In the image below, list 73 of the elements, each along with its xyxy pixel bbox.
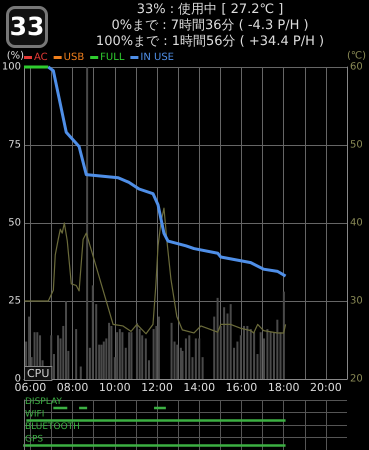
bar <box>253 332 256 379</box>
x-tick-label: 12:00 <box>141 381 173 394</box>
x-tick-label: 20:00 <box>310 381 342 394</box>
text: 0%まで : 7時間36分 ( -4.3 P/H ) <box>110 18 310 34</box>
bar <box>23 444 286 447</box>
chart-title: 33% : 使用中 [ 27.2℃ ] <box>136 2 284 18</box>
bar <box>80 366 82 379</box>
legend-label: FULL <box>100 52 125 63</box>
bar <box>116 332 118 379</box>
x-tick-label: 16:00 <box>226 381 258 394</box>
bar <box>154 406 166 410</box>
y2-tick-label: 50 <box>350 140 363 150</box>
bar <box>136 322 138 379</box>
y-axis-title: (%) <box>6 50 24 62</box>
y2-tick-label: 40 <box>350 218 363 228</box>
x-tick-label: 08:00 <box>56 381 88 394</box>
bar <box>198 338 200 379</box>
line-series <box>46 66 288 278</box>
bar <box>102 342 105 379</box>
bar <box>246 326 248 379</box>
bar <box>276 320 278 379</box>
bar <box>128 332 130 379</box>
bar <box>53 406 68 410</box>
bar <box>86 67 88 379</box>
bar <box>260 332 262 379</box>
bar <box>266 329 268 379</box>
bar <box>130 332 132 379</box>
line-series <box>24 208 286 334</box>
text: 100%まで : 1時間56分 ( +34.4 P/H ) <box>94 34 326 50</box>
bar <box>270 332 272 379</box>
bar <box>223 307 226 379</box>
y2-axis-title: (℃) <box>347 50 366 62</box>
bar <box>118 329 121 379</box>
y-tick-label: GPS <box>25 434 44 444</box>
x-tick-label: 10:00 <box>98 381 131 394</box>
x-tick-label: 14:00 <box>183 381 216 394</box>
y2-tick-label: 20 <box>350 374 363 384</box>
bar <box>75 329 78 379</box>
bar <box>250 329 252 379</box>
y-tick-label: DISPLAY <box>25 396 62 407</box>
bar <box>194 338 197 379</box>
legend-label: IN USE <box>140 52 174 63</box>
bar <box>230 304 232 379</box>
bar <box>176 344 178 379</box>
bar <box>242 326 245 379</box>
bar <box>170 322 173 379</box>
legend-label: USB <box>64 52 84 63</box>
y2-tick-label: 60 <box>350 62 363 72</box>
x-tick-label: 18:00 <box>268 381 300 394</box>
bar <box>188 335 190 379</box>
bar <box>144 338 147 379</box>
bar <box>216 298 219 379</box>
series-label: CPU <box>27 367 50 380</box>
bar <box>79 406 88 410</box>
y-tick-label: 75 <box>8 140 21 150</box>
bar <box>121 332 124 379</box>
y-tick-label: 25 <box>8 296 21 306</box>
bar <box>56 335 59 379</box>
y-tick-label: WIFI <box>25 409 44 420</box>
bar <box>184 338 187 379</box>
y-tick-label: BLUETOOTH <box>25 422 80 432</box>
bar <box>152 329 155 379</box>
y-tick-label: 100 <box>2 62 21 72</box>
bar <box>110 326 112 379</box>
bar <box>26 419 286 422</box>
y2-tick-label: 30 <box>350 296 363 306</box>
bar <box>92 285 94 379</box>
bar <box>108 322 110 379</box>
bar <box>282 292 285 379</box>
bar <box>65 301 68 379</box>
legend-label: AC <box>34 52 48 63</box>
bar <box>158 316 160 379</box>
y-tick-label: 50 <box>8 218 21 228</box>
